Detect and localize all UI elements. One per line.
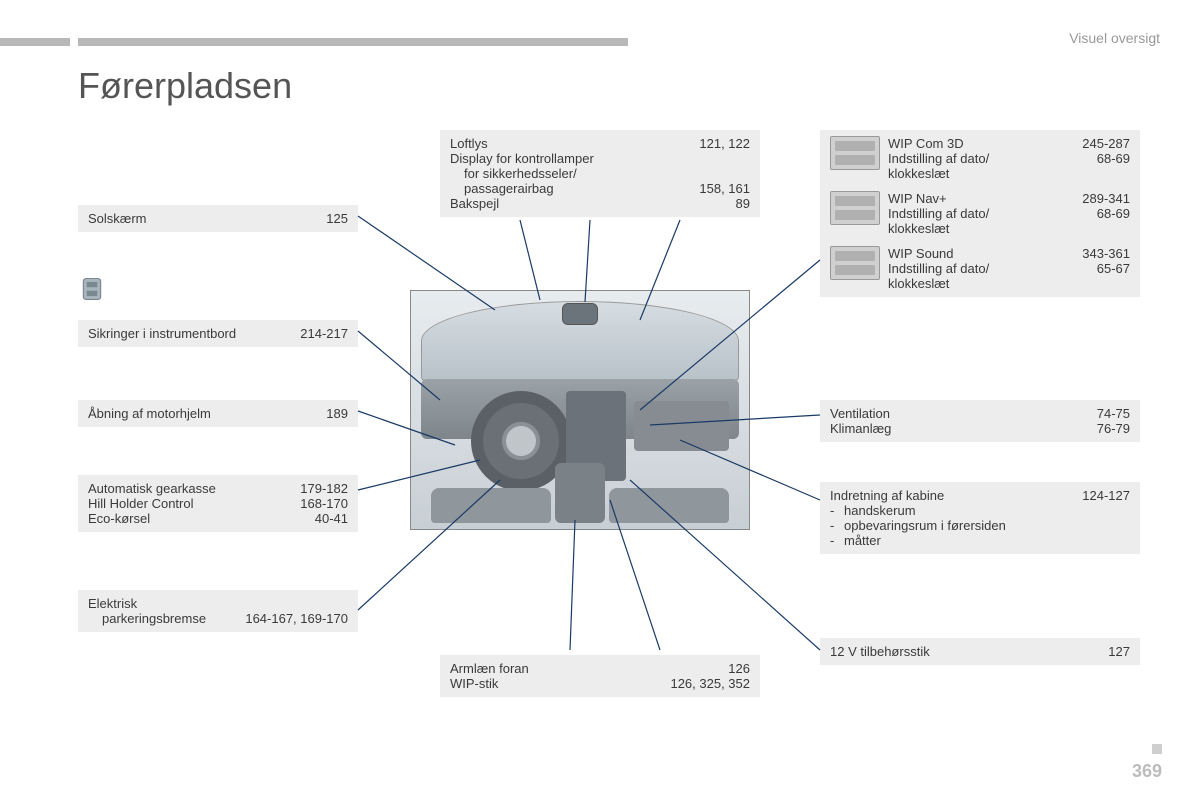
- pages: 126, 325, 352: [670, 676, 750, 691]
- label: Ventilation: [830, 406, 900, 421]
- label: passagerairbag: [450, 181, 564, 196]
- pages: 289-341: [1082, 191, 1130, 206]
- rearview-mirror: [562, 303, 598, 325]
- callout-audio-systems: WIP Com 3D 245-287 Indstilling af dato/ k…: [820, 130, 1140, 297]
- item: opbevaringsrum i førersiden: [844, 518, 1006, 533]
- pages: 168-170: [300, 496, 348, 511]
- page-title: Førerpladsen: [78, 65, 292, 107]
- label: Klimanlæg: [830, 421, 901, 436]
- label-line2: parkeringsbremse: [88, 611, 216, 626]
- label: WIP Sound: [888, 246, 964, 261]
- label: Loftlys: [450, 136, 498, 151]
- callout-sunvisor: Solskærm 125: [78, 205, 358, 232]
- header-bar-seg-1: [0, 38, 70, 46]
- label: WIP Com 3D: [888, 136, 974, 151]
- label: Solskærm: [88, 211, 157, 226]
- fuse-icon: [78, 275, 106, 303]
- label: WIP-stik: [450, 676, 508, 691]
- callout-ventilation: Ventilation 74-75 Klimanlæg 76-79: [820, 400, 1140, 442]
- label: Armlæn foran: [450, 661, 539, 676]
- pages: 74-75: [1097, 406, 1130, 421]
- pages: 179-182: [300, 481, 348, 496]
- label: Eco-kørsel: [88, 511, 160, 526]
- pages: 214-217: [300, 326, 348, 341]
- seat-left: [431, 488, 551, 523]
- callout-gearbox: Automatisk gearkasse 179-182 Hill Holder …: [78, 475, 358, 532]
- pages: 76-79: [1097, 421, 1130, 436]
- sublabel: Indstilling af dato/ klokkeslæt: [888, 151, 1038, 181]
- pages: 164-167, 169-170: [245, 611, 348, 626]
- label: Display for kontrollamper: [450, 151, 750, 166]
- audio-unit-icon: [830, 246, 880, 280]
- pages: 121, 122: [699, 136, 750, 151]
- label: 12 V tilbehørsstik: [830, 644, 940, 659]
- subpages: 68-69: [1097, 151, 1130, 181]
- pages: 158, 161: [699, 181, 750, 196]
- pages: 125: [326, 211, 348, 226]
- label: Bakspejl: [450, 196, 509, 211]
- callout-fuses: Sikringer i instrumentbord 214-217: [78, 320, 358, 347]
- item: handskerum: [844, 503, 916, 518]
- glovebox: [634, 401, 729, 451]
- pages: 89: [736, 196, 750, 211]
- corner-square-icon: [1152, 744, 1162, 754]
- callout-armrest: Armlæn foran 126 WIP-stik 126, 325, 352: [440, 655, 760, 697]
- pages: 40-41: [315, 511, 348, 526]
- label: Automatisk gearkasse: [88, 481, 226, 496]
- pages: 245-287: [1082, 136, 1130, 151]
- seat-right: [609, 488, 729, 523]
- label: Indretning af kabine: [830, 488, 954, 503]
- pages: 343-361: [1082, 246, 1130, 261]
- pages: 189: [326, 406, 348, 421]
- callout-bonnet: Åbning af motorhjelm 189: [78, 400, 358, 427]
- label: for sikkerhedsseler/: [450, 166, 750, 181]
- callout-cabin-layout: Indretning af kabine124-127 -handskerum …: [820, 482, 1140, 554]
- section-label: Visuel oversigt: [1069, 30, 1160, 46]
- audio-unit-icon: [830, 191, 880, 225]
- pages: 126: [728, 661, 750, 676]
- label: Hill Holder Control: [88, 496, 203, 511]
- sublabel: Indstilling af dato/ klokkeslæt: [888, 261, 1038, 291]
- pages: 127: [1108, 644, 1130, 659]
- label: Sikringer i instrumentbord: [88, 326, 246, 341]
- label: Åbning af motorhjelm: [88, 406, 221, 421]
- subpages: 68-69: [1097, 206, 1130, 236]
- label-line1: Elektrisk: [88, 596, 348, 611]
- center-tunnel: [555, 463, 605, 523]
- audio-unit-icon: [830, 136, 880, 170]
- page-number: 369: [1132, 761, 1162, 782]
- sublabel: Indstilling af dato/ klokkeslæt: [888, 206, 1038, 236]
- dashboard-illustration: [410, 290, 750, 530]
- label: WIP Nav+: [888, 191, 957, 206]
- callout-parking-brake: Elektrisk parkeringsbremse 164-167, 169-1…: [78, 590, 358, 632]
- pages: 124-127: [1082, 488, 1130, 503]
- header-bar-seg-2: [78, 38, 628, 46]
- callout-12v-socket: 12 V tilbehørsstik 127: [820, 638, 1140, 665]
- subpages: 65-67: [1097, 261, 1130, 291]
- item: måtter: [844, 533, 881, 548]
- callout-ceiling: Loftlys 121, 122 Display for kontrollampe…: [440, 130, 760, 217]
